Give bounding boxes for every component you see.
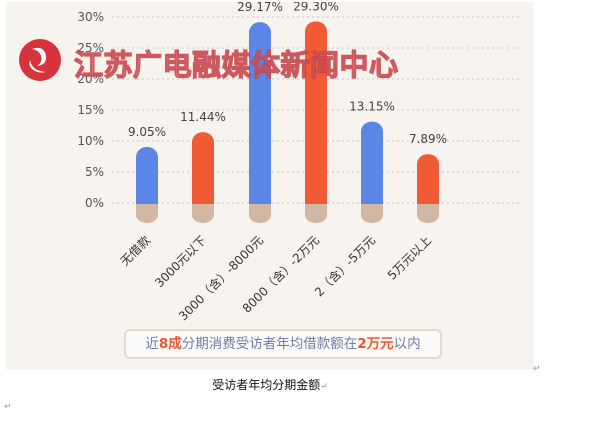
figure-caption: 受访者年均分期金额↵: [0, 376, 540, 393]
y-tick-label: 15%: [77, 103, 104, 117]
y-tick-label: 30%: [77, 10, 104, 24]
bar: [249, 22, 271, 205]
data-label: 29.17%: [237, 2, 283, 14]
bar-foot: [192, 193, 214, 204]
watermark-text: 江苏广电融媒体新闻中心: [73, 47, 399, 82]
bar: [361, 121, 383, 204]
bar-base-cap: [192, 202, 214, 210]
x-tick-label: 3000元以下: [152, 233, 209, 290]
data-label: 29.30%: [293, 2, 339, 13]
bar: [192, 132, 214, 204]
banner-highlight-amount: 2万元: [357, 336, 394, 352]
bar-base-cap: [305, 202, 327, 210]
x-tick-label: 5万元以上: [385, 233, 434, 282]
data-label: 9.05%: [128, 125, 166, 139]
bar-foot: [136, 193, 158, 204]
data-label: 13.15%: [349, 99, 395, 113]
caption-text: 受访者年均分期金额: [212, 378, 321, 392]
caption-paragraph-mark: ↵: [320, 382, 328, 392]
banner-suffix: 以内: [393, 336, 421, 352]
bar-foot: [249, 193, 271, 204]
broadcast-logo-icon: [19, 39, 61, 81]
banner-highlight-share: 8成: [158, 336, 182, 352]
bar-foot: [417, 193, 439, 204]
bar: [305, 21, 327, 205]
bar: [136, 146, 158, 204]
bar-foot: [361, 193, 383, 204]
bar-base-cap: [361, 202, 383, 210]
bar-base-cap: [417, 202, 439, 210]
summary-banner: 近8成分期消费受访者年均借款额在2万元以内: [124, 329, 442, 359]
banner-prefix: 近: [145, 336, 159, 352]
watermark: 江苏广电融媒体新闻中心: [18, 38, 418, 84]
y-tick-label: 20%: [77, 72, 104, 86]
chart-panel: 35%30%25%20%15%10%5%0% 9.05%11.44%29.17%…: [6, 2, 534, 370]
y-tick-label: 0%: [85, 196, 104, 210]
banner-middle: 分期消费受访者年均借款额在: [181, 336, 358, 352]
bar-base-cap: [249, 202, 271, 210]
bar-chart: 35%30%25%20%15%10%5%0% 9.05%11.44%29.17%…: [77, 2, 522, 323]
bar: [417, 154, 439, 204]
bar-foot: [305, 193, 327, 204]
y-tick-label: 10%: [77, 134, 104, 148]
data-label: 11.44%: [180, 110, 226, 124]
y-tick-label: 5%: [85, 165, 104, 179]
paragraph-mark: ↵: [533, 364, 541, 374]
bar-base-cap: [136, 202, 158, 210]
y-tick-label: 25%: [77, 41, 104, 55]
x-tick-label: 无借款: [118, 233, 153, 268]
paragraph-mark: ↵: [4, 402, 12, 412]
data-label: 7.89%: [409, 132, 447, 146]
